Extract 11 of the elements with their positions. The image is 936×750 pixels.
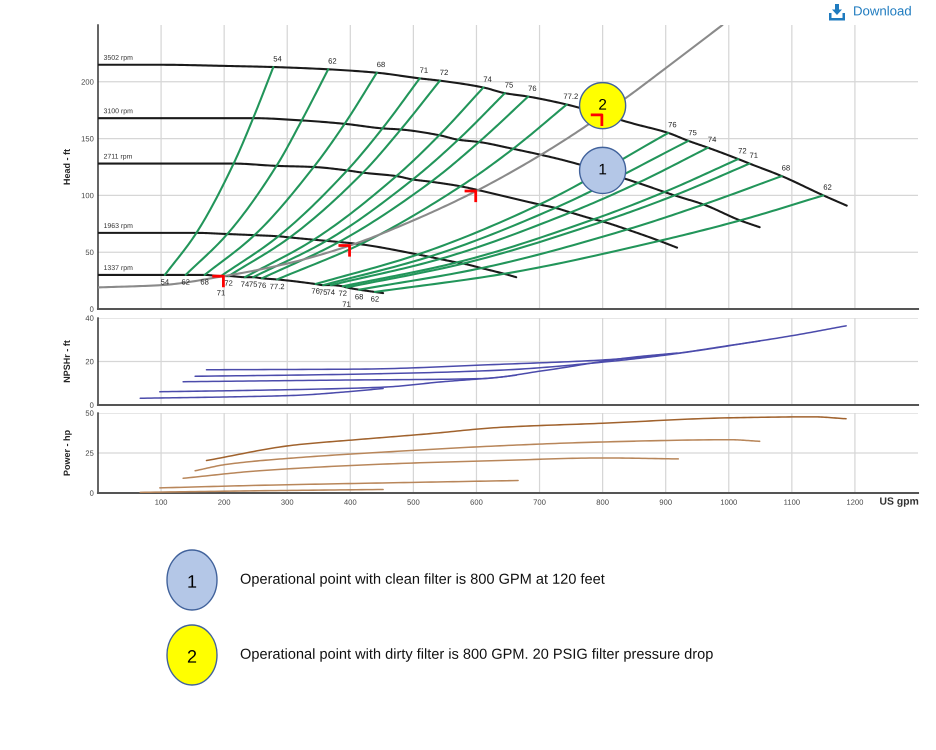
annotation: 1: [600, 164, 606, 174]
annotation: 2: [599, 98, 606, 110]
text: 2: [188, 650, 196, 663]
text: 1: [188, 575, 196, 588]
text: Operational point with dirty filter is 800 GPM. 20 PSIG filter pressure drop: [240, 648, 713, 662]
x-axis-title: US gpm: [880, 497, 918, 507]
text: Download: [854, 6, 911, 16]
y-axis-title: Power - hp: [63, 430, 72, 476]
y-axis-title: NPSHr - ft: [63, 340, 70, 382]
y-axis-title: Head - ft: [63, 149, 70, 184]
text: Operational point with clean filter is 800 GPM at 120 feet: [240, 573, 605, 587]
